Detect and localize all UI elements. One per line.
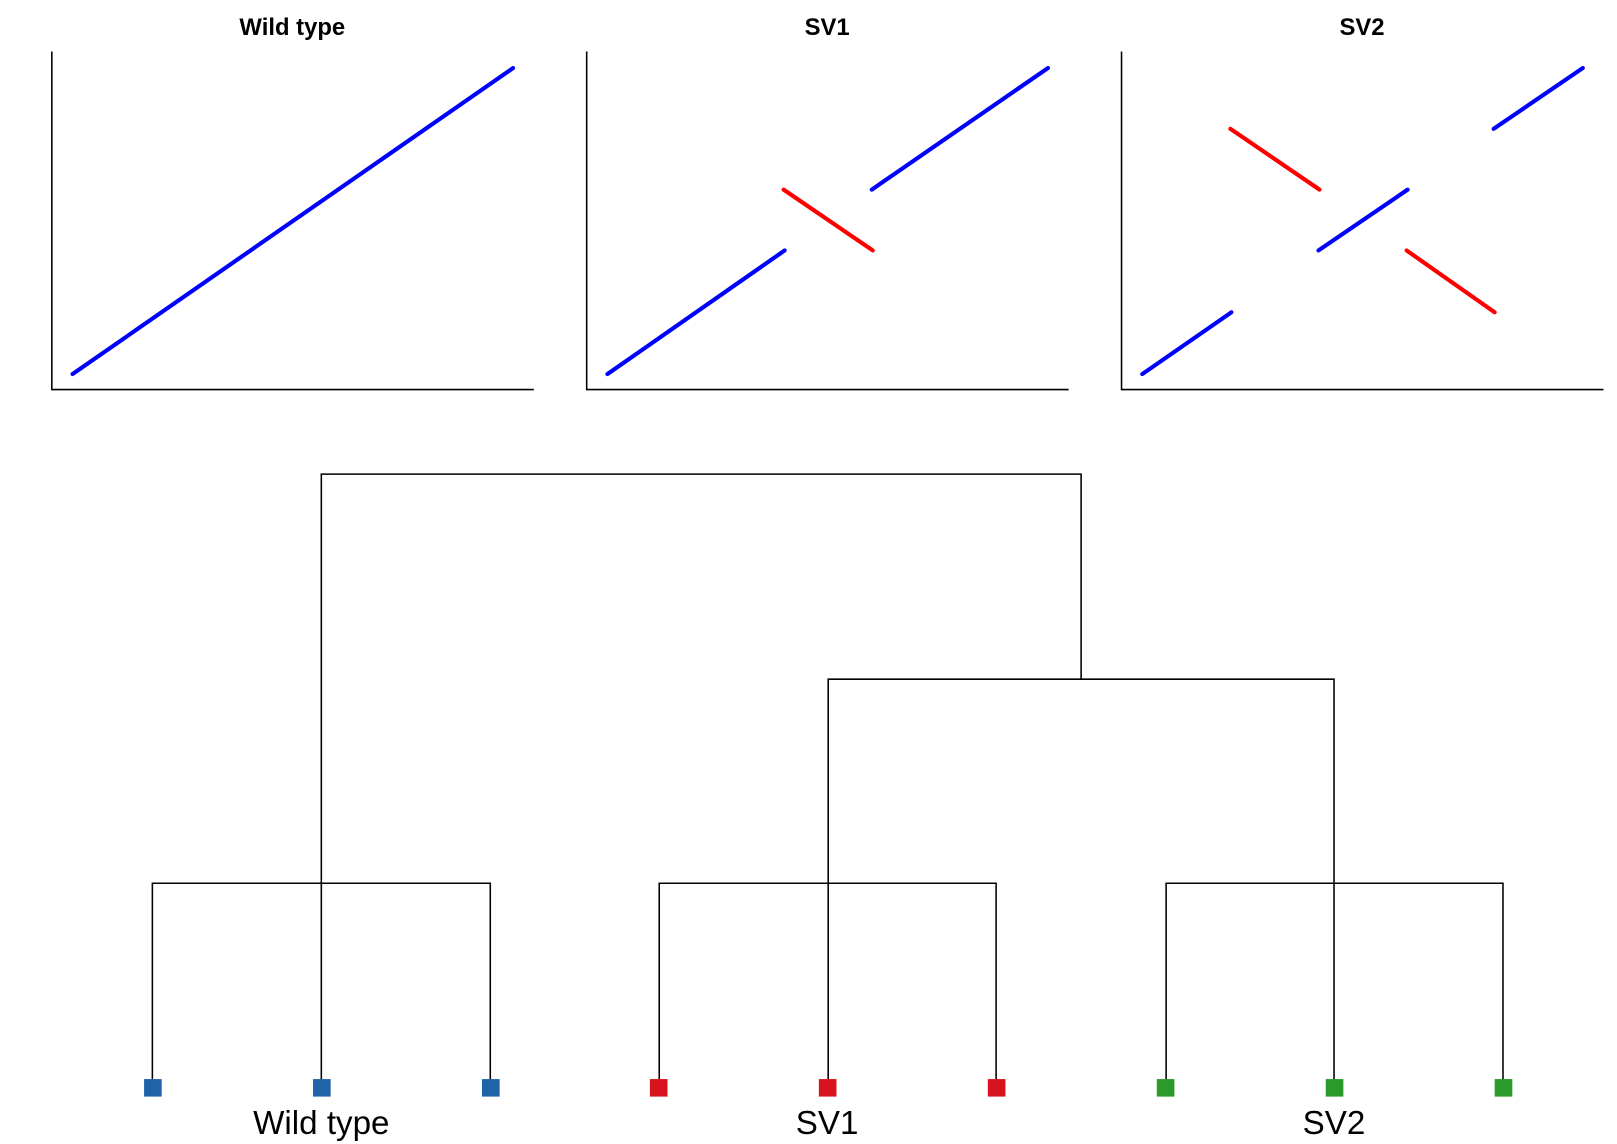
branch bbox=[151, 882, 492, 1088]
panel-title: Wild type bbox=[239, 14, 345, 41]
segment bbox=[1404, 248, 1497, 315]
leaf bbox=[144, 1079, 162, 1097]
leaf bbox=[1494, 1079, 1513, 1097]
axes bbox=[585, 51, 1069, 391]
segment bbox=[1228, 126, 1322, 192]
leaf bbox=[987, 1079, 1006, 1097]
panel: Wild type bbox=[51, 14, 534, 391]
panel: SV1 bbox=[585, 14, 1069, 391]
segment bbox=[1316, 187, 1410, 253]
segment bbox=[1491, 65, 1585, 131]
leaf bbox=[649, 1079, 668, 1097]
leaf bbox=[313, 1079, 331, 1097]
panel-title: SV1 bbox=[805, 14, 850, 41]
dendrogram: Wild type SV1 SV2 bbox=[144, 473, 1513, 1142]
axes bbox=[1120, 51, 1604, 391]
branch bbox=[1165, 882, 1504, 1088]
leaf-group bbox=[1156, 1079, 1513, 1097]
leaf bbox=[818, 1079, 837, 1097]
branch bbox=[658, 882, 997, 1088]
group-label: Wild type bbox=[253, 1105, 389, 1142]
leaf-group bbox=[649, 1079, 1006, 1097]
segment bbox=[869, 65, 1051, 192]
group-label: SV1 bbox=[796, 1105, 859, 1142]
leaf bbox=[481, 1079, 500, 1097]
branch bbox=[320, 473, 1082, 1088]
leaf bbox=[1325, 1079, 1344, 1097]
group-label: SV2 bbox=[1303, 1105, 1366, 1142]
leaf-group bbox=[144, 1079, 500, 1097]
panel: SV2 bbox=[1120, 14, 1604, 391]
segment bbox=[1140, 310, 1234, 377]
segment bbox=[605, 248, 787, 377]
panel-title: SV2 bbox=[1339, 14, 1384, 41]
leaf bbox=[1156, 1079, 1175, 1097]
segment bbox=[781, 187, 875, 253]
axes bbox=[51, 51, 534, 391]
segment bbox=[70, 65, 516, 377]
